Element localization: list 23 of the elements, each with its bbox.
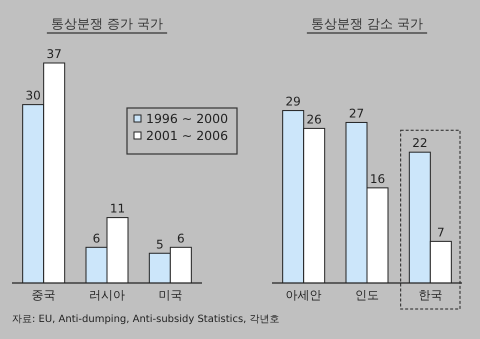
data-label: 7	[437, 225, 445, 240]
x-tick-label: 아세안	[286, 288, 322, 302]
data-label: 6	[92, 231, 100, 246]
chart-title: 통상분쟁 증가 국가	[50, 17, 164, 32]
data-label: 6	[177, 231, 185, 246]
data-label: 22	[412, 136, 428, 150]
legend-label: 1996 ~ 2000	[146, 111, 228, 126]
x-tick-label: 중국	[32, 288, 56, 302]
chart-title: 통상분쟁 감소 국가	[310, 17, 424, 32]
data-label: 29	[286, 94, 301, 109]
data-label: 16	[370, 172, 386, 186]
x-tick-label: 미국	[158, 288, 182, 302]
data-label: 11	[110, 202, 126, 216]
x-tick-label: 한국	[418, 288, 442, 302]
data-label: 37	[46, 47, 62, 61]
x-tick-label: 러시아	[89, 288, 125, 302]
text: 자료: EU, Anti-dumping, Anti-subsidy Statistics, 각년호	[12, 314, 280, 325]
data-label: 27	[348, 106, 364, 120]
data-label: 5	[156, 237, 164, 252]
data-label: 26	[306, 112, 322, 126]
x-tick-label: 인도	[355, 288, 379, 302]
legend-label: 2001 ~ 2006	[146, 128, 228, 143]
data-label: 30	[26, 88, 41, 103]
